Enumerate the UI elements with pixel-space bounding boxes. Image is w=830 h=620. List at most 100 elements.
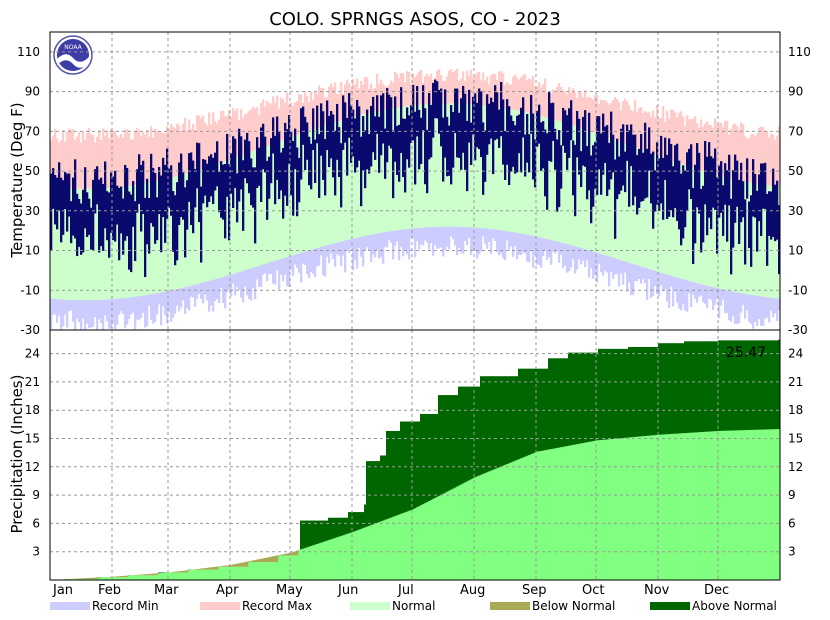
observed-bar — [378, 116, 381, 173]
precip-above-bar — [502, 376, 505, 466]
precip-above-bar — [462, 386, 465, 484]
record-max-bar — [236, 108, 239, 157]
record-max-bar — [176, 123, 179, 176]
normal-bar — [106, 188, 109, 300]
normal-bar — [698, 169, 701, 284]
precip-normal-bar — [750, 429, 753, 580]
observed-bar — [448, 125, 451, 176]
precip-normal-bar — [628, 437, 631, 580]
record-max-bar — [220, 111, 223, 163]
observed-bar — [266, 160, 269, 220]
record-max-bar — [114, 130, 117, 188]
precip-normal-bar — [326, 540, 329, 580]
observed-bar — [748, 201, 751, 249]
record-max-bar — [574, 92, 577, 127]
precip-above-bar — [602, 348, 605, 440]
observed-bar — [388, 94, 391, 146]
observed-bar — [552, 102, 555, 141]
precip-normal-bar — [204, 569, 207, 580]
normal-bar — [240, 155, 243, 272]
precip-normal-bar — [452, 488, 455, 580]
observed-bar — [530, 95, 533, 134]
precip-normal-bar — [320, 542, 323, 580]
normal-bar — [58, 187, 61, 300]
precip-tick-left: 24 — [25, 347, 40, 361]
precip-normal-bar — [302, 548, 305, 580]
record-max-bar — [84, 139, 87, 189]
record-max-bar — [652, 110, 655, 155]
observed-bar — [424, 108, 427, 185]
normal-bar — [528, 113, 531, 236]
precip-normal-bar — [238, 566, 241, 580]
normal-bar — [490, 106, 493, 230]
normal-bar — [670, 160, 673, 276]
precip-normal-bar — [694, 432, 697, 580]
precip-normal-bar — [572, 444, 575, 580]
observed-bar — [404, 118, 407, 193]
record-max-bar — [370, 83, 373, 113]
record-max-bar — [194, 130, 197, 171]
observed-bar — [64, 172, 67, 210]
legend-item: Normal — [350, 599, 435, 613]
record-max-bar — [322, 87, 325, 127]
record-max-bar — [772, 134, 775, 187]
normal-bar — [132, 185, 135, 297]
observed-bar — [634, 134, 637, 197]
precip-normal-bar — [728, 430, 731, 580]
observed-bar — [242, 160, 245, 231]
record-max-bar — [314, 91, 317, 129]
precip-below-bar — [126, 575, 129, 578]
precip-above-bar — [400, 421, 403, 514]
record-max-bar — [498, 71, 501, 108]
normal-bar — [724, 177, 727, 290]
observed-bar — [480, 91, 483, 158]
record-max-bar — [350, 89, 353, 118]
precip-normal-bar — [590, 441, 593, 580]
normal-bar — [764, 185, 767, 297]
precip-normal-bar — [682, 433, 685, 580]
record-max-bar — [328, 86, 331, 125]
precip-tick-right: 3 — [788, 545, 796, 559]
observed-bar — [750, 195, 753, 267]
normal-bar — [610, 138, 613, 257]
record-max-bar — [56, 138, 59, 188]
precip-above-bar — [308, 520, 311, 547]
temp-tick-left: 30 — [25, 204, 40, 218]
normal-bar — [440, 103, 443, 227]
normal-bar — [568, 124, 571, 245]
precip-normal-bar — [490, 470, 493, 580]
precip-above-bar — [608, 348, 611, 440]
observed-bar — [134, 201, 137, 262]
observed-bar — [228, 164, 231, 241]
observed-bar — [154, 172, 157, 244]
record-max-bar — [64, 141, 67, 189]
observed-bar — [468, 89, 471, 143]
record-max-bar — [776, 135, 779, 187]
record-max-bar — [110, 129, 113, 188]
record-max-bar — [612, 100, 615, 140]
precip-above-bar — [548, 358, 551, 450]
record-max-bar — [52, 135, 55, 188]
record-max-bar — [134, 130, 137, 185]
precip-normal-bar — [586, 442, 589, 580]
observed-bar — [356, 99, 359, 168]
normal-bar — [256, 149, 259, 267]
precip-normal-bar — [434, 497, 437, 580]
precip-above-bar — [334, 517, 337, 538]
precip-normal-bar — [442, 493, 445, 580]
observed-bar — [496, 92, 499, 139]
precip-normal-bar — [134, 575, 137, 580]
precip-above-bar — [540, 368, 543, 451]
observed-bar — [704, 140, 707, 205]
observed-bar — [204, 159, 207, 196]
precip-above-bar — [352, 512, 355, 532]
observed-bar — [524, 134, 527, 177]
precip-normal-bar — [262, 562, 265, 580]
precip-above-bar — [158, 572, 161, 574]
record-max-bar — [714, 118, 717, 175]
normal-bar — [658, 156, 661, 273]
precip-normal-bar — [440, 494, 443, 580]
precip-normal-bar — [208, 569, 211, 580]
precip-above-bar — [592, 352, 595, 442]
observed-bar — [248, 141, 251, 194]
